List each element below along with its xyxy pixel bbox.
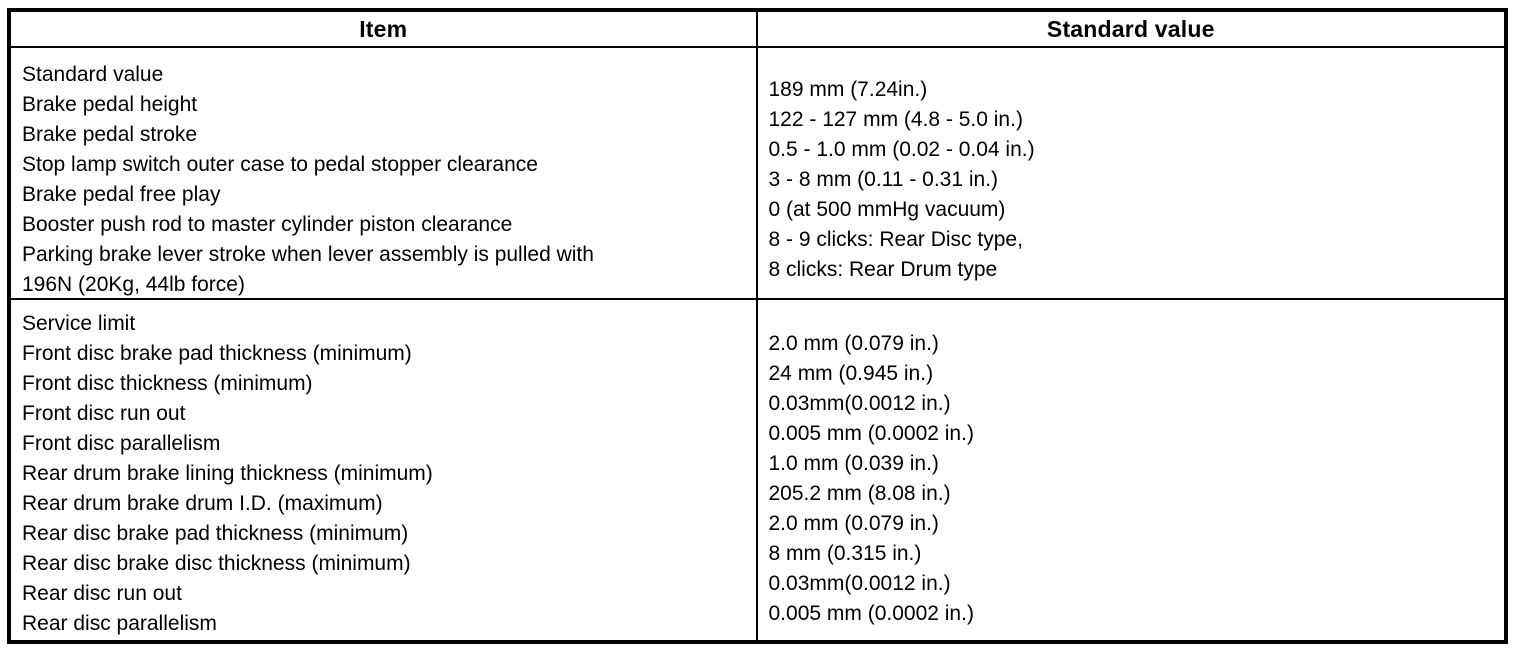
- cell-line: Brake pedal stroke: [22, 123, 198, 146]
- cell-line: Rear drum brake lining thickness (minimu…: [22, 462, 433, 485]
- cell-line: Front disc thickness (minimum): [22, 372, 313, 395]
- cell-line: 0 (at 500 mmHg vacuum): [768, 198, 1006, 221]
- table-header-row: Item Standard value: [11, 12, 1504, 48]
- cell-line: 8 mm (0.315 in.): [768, 542, 922, 565]
- cell-line: Booster push rod to master cylinder pist…: [22, 213, 513, 236]
- cell-line: 205.2 mm (8.08 in.): [768, 482, 951, 505]
- cell-line: Rear drum brake drum I.D. (maximum): [22, 492, 383, 515]
- cell-line: 0.005 mm (0.0002 in.): [768, 422, 974, 445]
- item-cell-standard-values: Standard value Brake pedal height Brake pe…: [11, 48, 758, 298]
- column-header-item: Item: [11, 12, 758, 46]
- column-header-standard-value: Standard value: [1046, 15, 1215, 42]
- cell-line: Rear disc parallelism: [22, 612, 217, 635]
- cell-line: Rear disc brake disc thickness (minimum): [22, 552, 411, 575]
- cell-line: Brake pedal height: [22, 93, 198, 116]
- cell-line: Rear disc run out: [22, 582, 182, 605]
- value-cell-service-limits: 2.0 mm (0.079 in.) 24 mm (0.945 in.) 0.03m…: [758, 300, 1505, 640]
- cell-line: Front disc run out: [22, 402, 186, 425]
- table-row-standard-value-group: Standard value Brake pedal height Brake pe…: [11, 48, 1504, 300]
- cell-line: 1.0 mm (0.039 in.): [768, 452, 939, 475]
- cell-line: Rear disc brake pad thickness (minimum): [22, 522, 409, 545]
- value-cell-standard-values: 189 mm (7.24in.) 122 - 127 mm (4.8 - 5.0 …: [758, 48, 1505, 298]
- cell-line: 0.03mm(0.0012 in.): [768, 392, 951, 415]
- cell-line: 0.03mm(0.0012 in.): [768, 572, 951, 595]
- cell-line: Standard value: [22, 63, 164, 86]
- cell-line: 8 - 9 clicks: Rear Disc type,: [768, 228, 1023, 251]
- cell-line: 189 mm (7.24in.): [768, 78, 928, 101]
- cell-line: 8 clicks: Rear Drum type: [768, 258, 998, 281]
- cell-line: 3 - 8 mm (0.11 - 0.31 in.): [768, 168, 999, 191]
- cell-line: Stop lamp switch outer case to pedal sto…: [22, 153, 538, 176]
- cell-line: 2.0 mm (0.079 in.): [768, 332, 939, 355]
- cell-line: Service limit: [22, 312, 136, 335]
- cell-line: Brake pedal free play: [22, 183, 221, 206]
- brake-specification-table: Item Standard value Standard value Brake …: [7, 8, 1508, 644]
- cell-line: Parking brake lever stroke when lever as…: [22, 243, 594, 266]
- table-row-service-limit-group: Service limit Front disc brake pad thickn…: [11, 300, 1504, 640]
- cell-line: 196N (20Kg, 44lb force): [22, 273, 245, 296]
- cell-line: 2.0 mm (0.079 in.): [768, 512, 939, 535]
- cell-line: 0.005 mm (0.0002 in.): [768, 602, 974, 625]
- cell-line: Front disc brake pad thickness (minimum): [22, 342, 412, 365]
- cell-line: 24 mm (0.945 in.): [768, 362, 934, 385]
- item-cell-service-limits: Service limit Front disc brake pad thickn…: [11, 300, 758, 640]
- cell-line: 122 - 127 mm (4.8 - 5.0 in.): [768, 108, 1023, 131]
- cell-line: Front disc parallelism: [22, 432, 221, 455]
- cell-line: 0.5 - 1.0 mm (0.02 - 0.04 in.): [768, 138, 1035, 161]
